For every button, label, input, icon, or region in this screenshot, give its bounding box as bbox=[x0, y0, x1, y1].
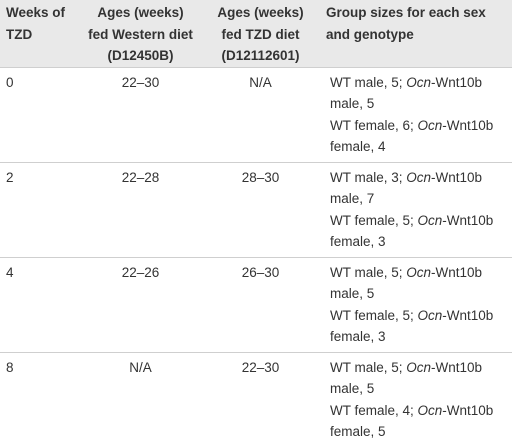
group-text: WT female, 4; bbox=[330, 402, 418, 418]
gene-name: Ocn bbox=[406, 74, 432, 90]
header-cell: Ages (weeks) fed TZD diet (D12112601) bbox=[201, 0, 320, 67]
group-text: WT female, 6; bbox=[330, 117, 418, 133]
group-entry: WT female, 6; Ocn-Wnt10b female, 4 bbox=[330, 115, 504, 158]
western-cell: N/A bbox=[80, 351, 201, 447]
weeks-cell: 4 bbox=[0, 256, 80, 352]
gene-name: Ocn bbox=[417, 212, 443, 228]
group-entry: WT male, 5; Ocn-Wnt10b male, 5 bbox=[330, 357, 504, 400]
table-row: 4 22–26 26–30 WT male, 5; Ocn-Wnt10b male, … bbox=[0, 256, 512, 352]
group-entry: WT female, 4; Ocn-Wnt10b female, 5 bbox=[330, 400, 504, 443]
group-entry: WT female, 5; Ocn-Wnt10b female, 3 bbox=[330, 210, 504, 253]
group-text: -Wnt10b female, 3 bbox=[330, 307, 494, 345]
tzd-cell: 22–30 bbox=[201, 351, 320, 447]
group-text: WT female, 5; bbox=[330, 212, 418, 228]
group-text: WT male, 5; bbox=[330, 359, 407, 375]
group-text: -Wnt10b male, 7 bbox=[330, 169, 483, 207]
group-cell: WT male, 5; Ocn-Wnt10b male, 5 WT female,… bbox=[320, 256, 512, 352]
western-cell: 22–26 bbox=[80, 256, 201, 352]
group-text: WT male, 5; bbox=[330, 74, 407, 90]
group-entry: WT male, 5; Ocn-Wnt10b male, 5 bbox=[330, 72, 504, 115]
header-row: Weeks of TZD Ages (weeks) fed Western di… bbox=[0, 0, 512, 67]
tzd-cell: N/A bbox=[201, 66, 320, 162]
tzd-cell: 28–30 bbox=[201, 161, 320, 257]
group-text: -Wnt10b male, 5 bbox=[330, 74, 483, 112]
header-cell: Weeks of TZD bbox=[0, 0, 80, 67]
gene-name: Ocn bbox=[417, 307, 443, 323]
header-cell: Ages (weeks) fed Western diet (D12450B) bbox=[80, 0, 201, 67]
group-text: -Wnt10b male, 5 bbox=[330, 359, 483, 397]
western-cell: 22–28 bbox=[80, 161, 201, 257]
table-row: 2 22–28 28–30 WT male, 3; Ocn-Wnt10b male, … bbox=[0, 161, 512, 257]
group-entry: WT female, 5; Ocn-Wnt10b female, 3 bbox=[330, 305, 504, 348]
group-entry: WT male, 5; Ocn-Wnt10b male, 5 bbox=[330, 262, 504, 305]
group-text: WT male, 5; bbox=[330, 264, 407, 280]
gene-name: Ocn bbox=[406, 359, 432, 375]
weeks-cell: 2 bbox=[0, 161, 80, 257]
tzd-cell: 26–30 bbox=[201, 256, 320, 352]
group-text: WT male, 3; bbox=[330, 169, 407, 185]
weeks-cell: 8 bbox=[0, 351, 80, 447]
group-cell: WT male, 5; Ocn-Wnt10b male, 5 WT female,… bbox=[320, 66, 512, 162]
gene-name: Ocn bbox=[417, 402, 443, 418]
group-text: WT female, 5; bbox=[330, 307, 418, 323]
gene-name: Ocn bbox=[417, 117, 443, 133]
gene-name: Ocn bbox=[406, 264, 432, 280]
group-cell: WT male, 5; Ocn-Wnt10b male, 5 WT female,… bbox=[320, 351, 512, 447]
group-entry: WT male, 3; Ocn-Wnt10b male, 7 bbox=[330, 167, 504, 210]
gene-name: Ocn bbox=[406, 169, 432, 185]
weeks-cell: 0 bbox=[0, 66, 80, 162]
group-text: -Wnt10b male, 5 bbox=[330, 264, 483, 302]
group-text: -Wnt10b female, 4 bbox=[330, 117, 494, 155]
header-cell: Group sizes for each sex and genotype bbox=[320, 0, 512, 67]
group-text: -Wnt10b female, 3 bbox=[330, 212, 494, 250]
western-cell: 22–30 bbox=[80, 66, 201, 162]
group-cell: WT male, 3; Ocn-Wnt10b male, 7 WT female,… bbox=[320, 161, 512, 257]
